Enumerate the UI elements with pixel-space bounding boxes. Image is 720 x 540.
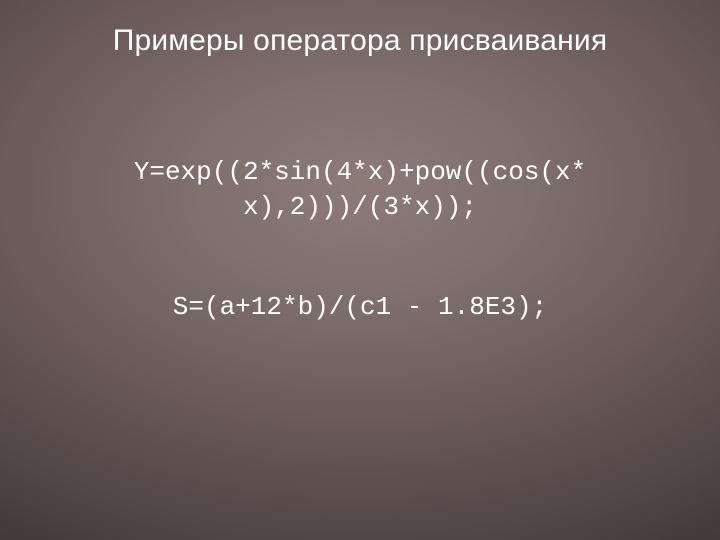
code-example-2-line-1: S=(a+12*b)/(c1 - 1.8E3); [0,290,720,325]
code-example-1: Y=exp((2*sin(4*x)+pow((cos(x* x),2)))/(3… [0,155,720,225]
code-example-1-line-2: x),2)))/(3*x)); [0,190,720,225]
slide-title: Примеры оператора присваивания [0,24,720,58]
slide: Примеры оператора присваивания Y=exp((2*… [0,0,720,540]
code-example-1-line-1: Y=exp((2*sin(4*x)+pow((cos(x* [0,155,720,190]
code-example-2: S=(a+12*b)/(c1 - 1.8E3); [0,290,720,325]
